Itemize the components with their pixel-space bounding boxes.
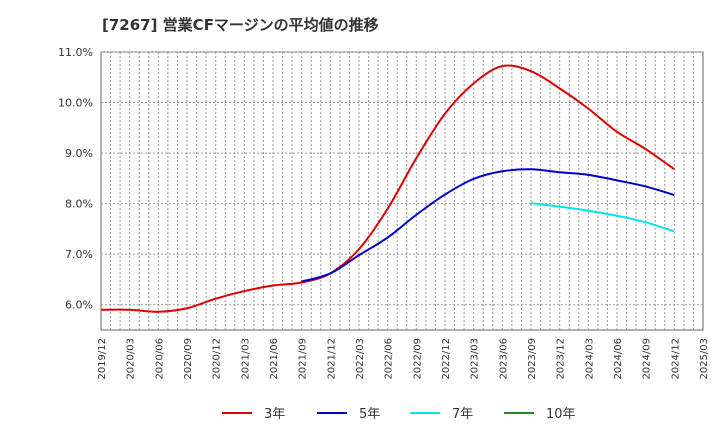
legend-label: 10年 <box>546 407 576 422</box>
y-tick-label: 8.0% <box>65 198 93 211</box>
x-tick-label: 2022/03 <box>355 338 366 380</box>
x-tick-label: 2020/09 <box>183 338 194 380</box>
y-tick-label: 6.0% <box>65 299 93 312</box>
legend-label: 5年 <box>359 407 380 422</box>
grid-lines <box>101 51 703 330</box>
chart-title: [7267] 営業CFマージンの平均値の推移 <box>102 16 379 34</box>
x-tick-label: 2022/09 <box>412 338 423 380</box>
x-tick-label: 2024/12 <box>670 338 681 380</box>
series-line <box>301 168 675 283</box>
x-tick-label: 2022/06 <box>384 338 395 380</box>
legend-label: 7年 <box>452 407 473 422</box>
legend-label: 3年 <box>264 407 285 422</box>
y-tick-label: 9.0% <box>65 147 93 160</box>
y-tick-label: 7.0% <box>65 248 93 261</box>
series-lines <box>100 64 675 313</box>
x-tick-label: 2021/03 <box>240 338 251 380</box>
x-tick-label: 2023/03 <box>470 338 481 380</box>
series-line <box>100 64 675 313</box>
y-tick-label: 11.0% <box>58 46 93 59</box>
x-tick-label: 2024/09 <box>642 338 653 380</box>
x-tick-label: 2023/12 <box>556 338 567 380</box>
x-tick-label: 2023/09 <box>527 338 538 380</box>
x-axis-ticks: 2019/12 2020/03 2020/06 2020/09 2020/12 2021/… <box>97 338 710 380</box>
x-tick-label: 2021/12 <box>326 338 337 380</box>
x-tick-label: 2020/06 <box>154 338 165 380</box>
y-axis-ticks: 6.0% 7.0% 8.0% 9.0% 10.0% 11.0% <box>58 46 93 312</box>
x-tick-label: 2025/03 <box>699 338 710 380</box>
x-tick-label: 2024/06 <box>613 338 624 380</box>
x-tick-label: 2020/12 <box>212 338 223 380</box>
x-tick-label: 2019/12 <box>97 338 108 380</box>
plot-area <box>100 51 704 331</box>
x-tick-label: 2024/03 <box>584 338 595 380</box>
x-tick-label: 2020/03 <box>126 338 137 380</box>
x-tick-label: 2021/09 <box>298 338 309 380</box>
x-tick-label: 2021/06 <box>269 338 280 380</box>
series-line <box>530 202 675 233</box>
legend: 3年 5年 7年 10年 <box>222 407 576 422</box>
y-tick-label: 10.0% <box>58 97 93 110</box>
x-tick-label: 2023/06 <box>498 338 509 380</box>
x-tick-label: 2022/12 <box>441 338 452 380</box>
